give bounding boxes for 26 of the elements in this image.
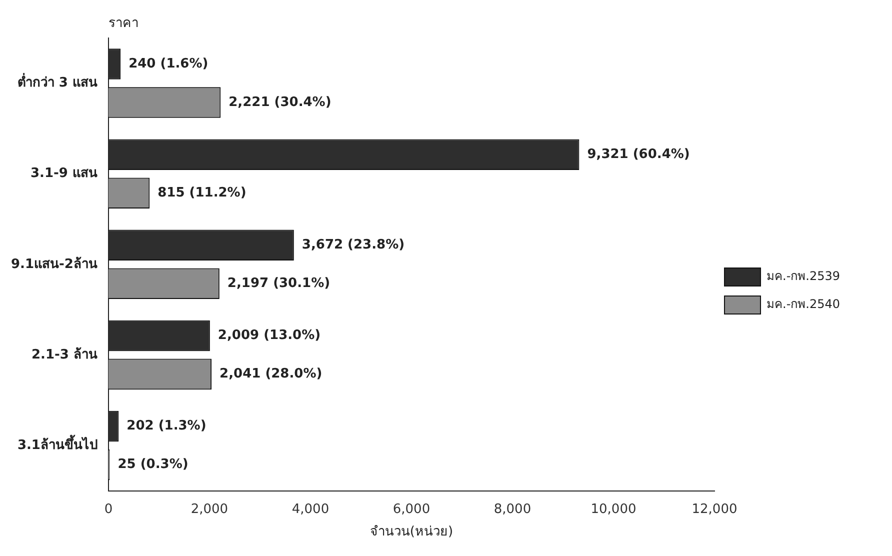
data-label: 25 (0.3%) [118,457,188,472]
x-tick-label: 10,000 [590,502,636,517]
x-tick-label: 2,000 [190,502,228,517]
legend-label: มค.-กพ.2539 [766,269,840,284]
data-label: 202 (1.3%) [126,418,206,434]
legend-label: มค.-กพ.2540 [766,297,840,312]
x-tick-label: 4,000 [292,502,330,517]
data-label: 240 (1.6%) [128,56,208,72]
x-tick-label: 0 [104,502,113,517]
data-label: 3,672 (23.8%) [302,238,405,253]
y-axis-title: ราคา [108,16,138,31]
x-tick-label: 12,000 [692,502,738,517]
y-tick-label: 9.1แสน-2ล้าน [10,256,98,272]
x-tick-label: 8,000 [494,502,532,517]
x-tick-label: 6,000 [392,502,430,517]
y-tick-label: 3.1ล้านขึ้นไป [17,434,98,453]
data-label: 2,041 (28.0%) [220,366,322,382]
data-label: 2,197 (30.1%) [227,276,330,292]
x-axis-title: จำนวน(หน่วย) [370,524,454,540]
y-tick-label: 2.1-3 ล้าน [31,346,98,362]
y-tick-label: ต่ำกว่า 3 แสน [17,72,98,91]
data-label: 2,009 (13.0%) [218,328,321,344]
y-tick-label: 3.1-9 แสน [30,166,98,182]
data-label: 9,321 (60.4%) [587,146,690,162]
data-label: 815 (11.2%) [158,185,246,200]
data-label: 2,221 (30.4%) [228,94,332,110]
